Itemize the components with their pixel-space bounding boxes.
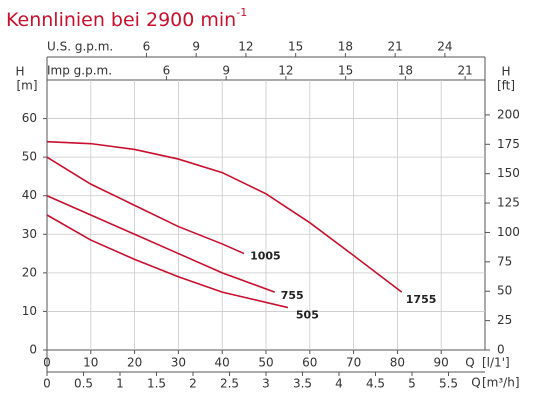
x2-tick-label: 5.5 xyxy=(439,377,458,391)
pump-curve xyxy=(46,214,289,309)
title-superscript: -1 xyxy=(236,6,247,19)
y-tick-label: 40 xyxy=(22,188,37,202)
top-axis-label: U.S. g.p.m. xyxy=(47,40,113,54)
top-tick-label: 18 xyxy=(338,40,353,54)
y2-axis-unit: [ft] xyxy=(497,79,515,93)
x2-axis-unit: [m³/h] xyxy=(482,376,520,390)
x2-tick-label: 5 xyxy=(408,377,416,391)
x-tick-label: 0 xyxy=(43,356,51,370)
x-tick-label: 50 xyxy=(258,356,273,370)
pump-curve xyxy=(46,156,245,255)
top-tick-label: 12 xyxy=(238,40,253,54)
top-tick-label: 12 xyxy=(278,64,293,78)
top-tick-label: 9 xyxy=(222,64,230,78)
x-tick-label: 70 xyxy=(346,356,361,370)
y2-tick-label: 25 xyxy=(497,313,512,327)
x-tick-label: 90 xyxy=(434,356,449,370)
top-tick-label: 9 xyxy=(192,40,200,54)
pump-curve xyxy=(46,140,403,293)
y-tick-label: 20 xyxy=(22,265,37,279)
pump-curve xyxy=(46,194,276,293)
curve-label: 1755 xyxy=(406,293,437,306)
top-tick-label: 24 xyxy=(437,40,452,54)
title-text: Kennlinien bei 2900 min xyxy=(6,9,236,31)
top-tick-label: 21 xyxy=(388,40,403,54)
x2-tick-label: 0.5 xyxy=(74,377,93,391)
curve-label: 755 xyxy=(281,289,304,302)
top-tick-label: 21 xyxy=(457,64,472,78)
y2-tick-label: 100 xyxy=(497,225,520,239)
x2-tick-label: 1 xyxy=(116,377,124,391)
y2-axis-label: H xyxy=(501,65,510,79)
y2-tick-label: 175 xyxy=(497,137,520,151)
x2-tick-label: 4.5 xyxy=(366,377,385,391)
y-axis-unit: [m] xyxy=(16,79,37,93)
curve-label: 505 xyxy=(296,309,319,322)
top-tick-label: 15 xyxy=(288,40,303,54)
y-tick-label: 0 xyxy=(29,343,37,357)
top-tick-label: 18 xyxy=(398,64,413,78)
x2-axis-label: Q xyxy=(471,376,480,390)
y-tick-label: 50 xyxy=(22,150,37,164)
x2-tick-label: 4 xyxy=(335,377,343,391)
x2-tick-label: 2 xyxy=(189,377,197,391)
x-tick-label: 60 xyxy=(302,356,317,370)
x-tick-label: 30 xyxy=(171,356,186,370)
top-tick-label: 6 xyxy=(143,40,151,54)
chart-title: Kennlinien bei 2900 min-1 xyxy=(6,6,247,31)
top2-axis-label: Imp g.p.m. xyxy=(47,64,112,78)
x-tick-label: 40 xyxy=(215,356,230,370)
y-tick-label: 60 xyxy=(22,111,37,125)
y-axis-label: H xyxy=(15,65,24,79)
curve-label: 1005 xyxy=(250,250,281,263)
top-tick-label: 15 xyxy=(338,64,353,78)
x2-tick-label: 0 xyxy=(43,377,51,391)
y2-tick-label: 125 xyxy=(497,196,520,210)
y2-tick-label: 150 xyxy=(497,166,520,180)
x-tick-label: 10 xyxy=(83,356,98,370)
x2-tick-label: 3 xyxy=(262,377,270,391)
top-tick-label: 6 xyxy=(163,64,171,78)
y2-tick-label: 200 xyxy=(497,107,520,121)
x2-tick-label: 1.5 xyxy=(147,377,166,391)
x2-tick-label: 2.5 xyxy=(220,377,239,391)
x2-tick-label: 3.5 xyxy=(293,377,312,391)
x-axis-label: Q xyxy=(465,356,474,370)
y-tick-label: 10 xyxy=(22,304,37,318)
y-tick-label: 30 xyxy=(22,227,37,241)
y2-tick-label: 0 xyxy=(497,343,505,357)
y2-tick-label: 50 xyxy=(497,284,512,298)
x-tick-label: 80 xyxy=(390,356,405,370)
x-tick-label: 20 xyxy=(127,356,142,370)
y2-tick-label: 75 xyxy=(497,254,512,268)
x-axis-unit: [l/1'] xyxy=(482,356,510,370)
